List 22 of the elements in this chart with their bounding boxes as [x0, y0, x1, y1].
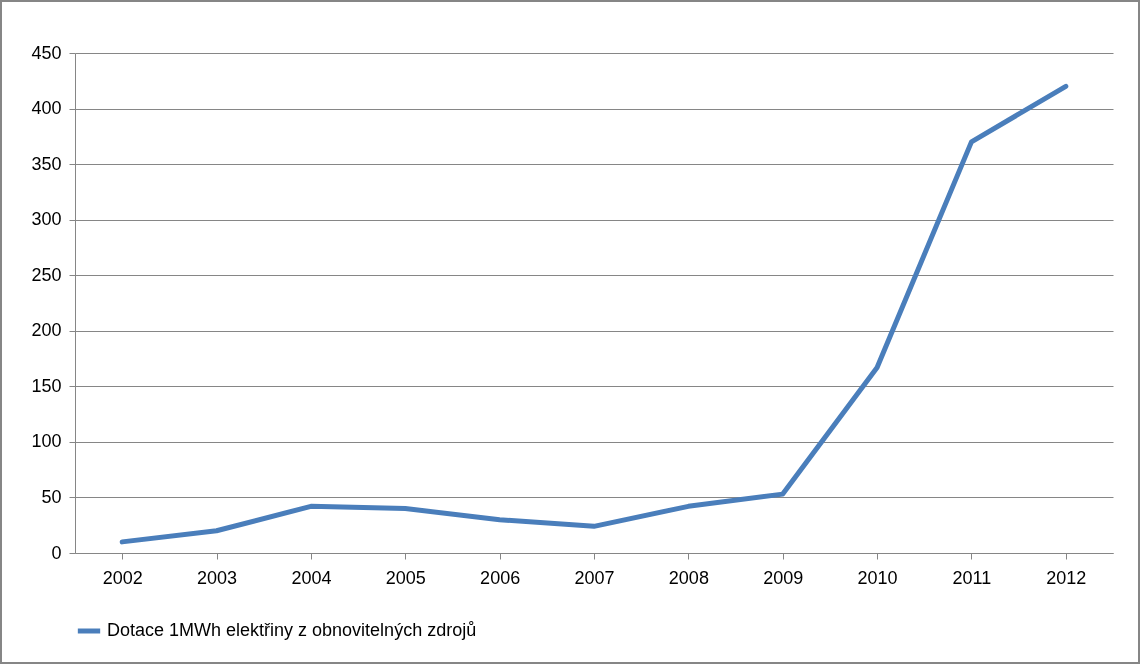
x-tick-label: 2004: [291, 567, 332, 588]
x-tick-label: 2005: [385, 567, 426, 588]
y-tick-label: 350: [31, 153, 62, 174]
y-tick-label: 300: [31, 209, 62, 230]
y-tick-label: 50: [41, 486, 62, 507]
y-tick-label: 400: [31, 98, 62, 119]
x-tick-label: 2006: [480, 567, 521, 588]
y-tick-label: 250: [31, 264, 62, 285]
x-tick-label: 2003: [197, 567, 238, 588]
x-tick-label: 2002: [102, 567, 143, 588]
y-tick-label: 0: [51, 542, 62, 563]
x-tick-label: 2007: [574, 567, 615, 588]
legend-label: Dotace 1MWh elektřiny z obnovitelných zdrojů: [107, 620, 477, 640]
x-tick-label: 2008: [668, 567, 709, 588]
x-tick-label: 2012: [1046, 567, 1087, 588]
x-tick-label: 2010: [857, 567, 898, 588]
y-tick-label: 100: [31, 431, 62, 452]
x-tick-label: 2009: [763, 567, 804, 588]
y-tick-label: 150: [31, 375, 62, 396]
y-tick-label: 450: [31, 42, 62, 63]
y-tick-label: 200: [31, 320, 62, 341]
x-tick-label: 2011: [952, 567, 992, 588]
